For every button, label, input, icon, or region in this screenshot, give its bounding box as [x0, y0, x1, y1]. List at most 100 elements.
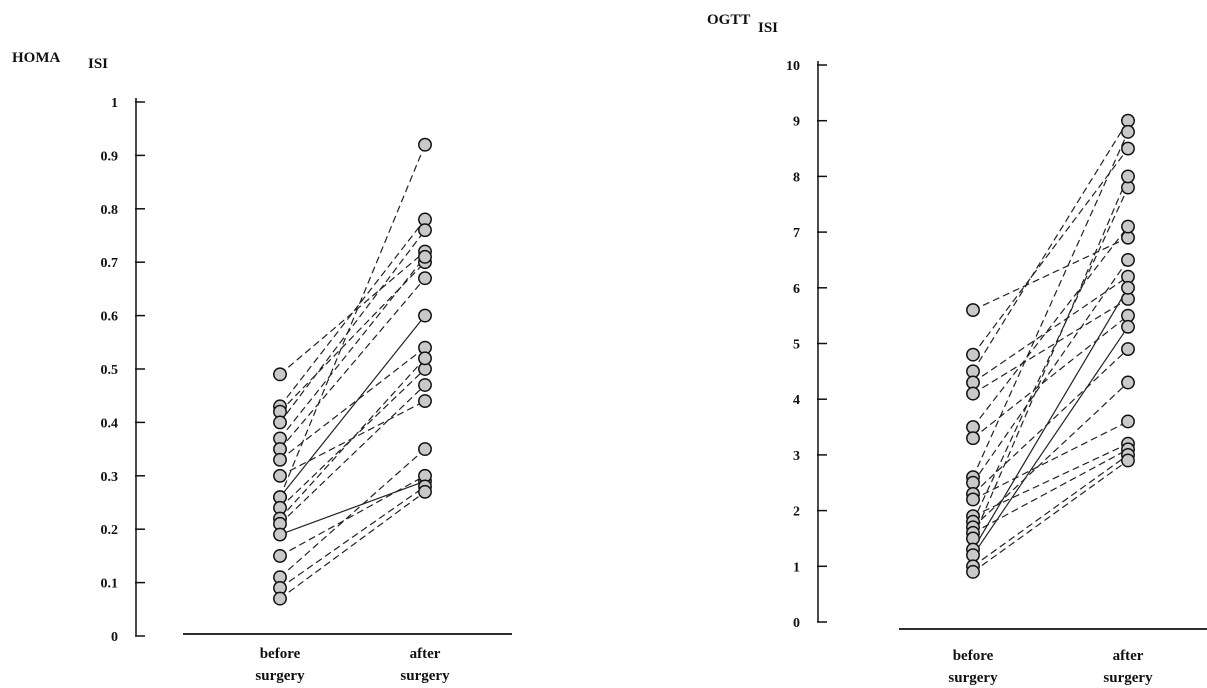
y-tick-label: 9: [793, 115, 800, 130]
series-line: [972, 459, 1129, 573]
data-point: [1121, 453, 1135, 468]
data-point: [418, 351, 432, 366]
series-line: [279, 277, 426, 450]
y-tick-label: 0.9: [101, 149, 119, 164]
series-line: [279, 368, 426, 509]
data-point: [273, 452, 287, 467]
data-point: [273, 415, 287, 430]
data-point: [1121, 319, 1135, 334]
data-point: [273, 527, 287, 542]
y-tick-label: 1: [111, 96, 118, 111]
series-line: [279, 144, 426, 498]
data-point: [1121, 342, 1135, 357]
y-tick-label: 4: [793, 393, 800, 408]
data-point: [1121, 219, 1135, 234]
data-point: [966, 431, 980, 446]
series-line: [972, 259, 1129, 484]
category-label: before: [260, 646, 301, 662]
series-line: [279, 261, 426, 413]
homa-isi-panel: HOMA ISI 0 0.1 0.2 0.3 0.4 0.5 0.6 0.7 0.8 0.9 1 be…: [12, 50, 512, 684]
series-line: [279, 256, 426, 439]
data-point: [418, 271, 432, 286]
y-tick-label: 0: [111, 630, 118, 645]
series-line: [972, 176, 1129, 539]
category-label: surgery: [1103, 670, 1153, 686]
series-line: [279, 315, 426, 498]
y-tick-label: 0.6: [101, 310, 119, 325]
data-point: [418, 442, 432, 457]
data-point: [273, 367, 287, 382]
category-label: surgery: [400, 668, 450, 684]
series-line: [972, 420, 1129, 500]
data-point: [273, 591, 287, 606]
series-line: [279, 475, 426, 557]
series-line: [972, 237, 1129, 311]
series-line: [972, 276, 1129, 383]
data-point: [418, 223, 432, 238]
series-line: [279, 357, 426, 519]
y-tick-label: 0: [793, 616, 800, 631]
category-label: surgery: [948, 670, 998, 686]
y-tick-label: 8: [793, 170, 800, 185]
series-line: [279, 347, 426, 461]
data-point: [966, 386, 980, 401]
data-point: [1121, 124, 1135, 139]
y-tick-label: 5: [793, 338, 800, 353]
series-line: [972, 148, 1129, 356]
series-line: [279, 480, 426, 536]
series-line: [279, 485, 426, 589]
series-line: [972, 448, 1129, 534]
y-tick-label: 0.1: [101, 577, 119, 592]
data-point: [1121, 375, 1135, 390]
y-tick-label: 7: [793, 226, 800, 241]
y-tick-label: 0.2: [101, 523, 119, 538]
data-point: [966, 303, 980, 318]
data-point: [966, 564, 980, 579]
series-line: [972, 298, 1129, 395]
data-point: [418, 308, 432, 323]
y-tick-label: 3: [793, 449, 800, 464]
ogtt-title-subscript: ISI: [758, 20, 778, 36]
y-tick-label: 1: [793, 560, 800, 575]
data-point: [1121, 169, 1135, 184]
y-tick-label: 2: [793, 505, 800, 520]
series-line: [279, 491, 426, 600]
series-line: [972, 443, 1129, 517]
y-tick-label: 0.3: [101, 470, 119, 485]
y-tick-label: 10: [786, 59, 800, 74]
series-line: [279, 384, 426, 525]
series-line: [972, 326, 1129, 556]
category-label: before: [953, 648, 994, 664]
data-point: [966, 347, 980, 362]
y-tick-label: 0.4: [101, 416, 119, 431]
ogtt-title: OGTT: [707, 12, 750, 28]
series-line: [279, 251, 426, 375]
series-line: [972, 287, 1129, 550]
homa-title-subscript: ISI: [88, 56, 108, 72]
category-label: after: [410, 646, 441, 662]
data-point: [273, 468, 287, 483]
data-point: [418, 394, 432, 408]
y-tick-label: 0.8: [101, 203, 119, 218]
series-line: [972, 348, 1129, 495]
homa-title: HOMA: [12, 50, 60, 66]
y-tick-label: 0.7: [101, 256, 119, 271]
series-line: [279, 448, 426, 578]
series-line: [972, 187, 1129, 522]
series-line: [972, 120, 1129, 372]
y-tick-label: 6: [793, 282, 800, 297]
series-line: [972, 382, 1129, 528]
data-point: [418, 137, 432, 152]
category-label: surgery: [255, 668, 305, 684]
series-line: [972, 226, 1129, 428]
series-line: [972, 131, 1129, 478]
data-point: [1121, 280, 1135, 295]
data-point: [1121, 414, 1135, 429]
data-point: [1121, 253, 1135, 267]
category-label: after: [1113, 648, 1144, 664]
data-point: [966, 492, 980, 507]
data-point: [418, 484, 432, 499]
data-point: [273, 548, 287, 563]
data-point: [418, 249, 432, 264]
